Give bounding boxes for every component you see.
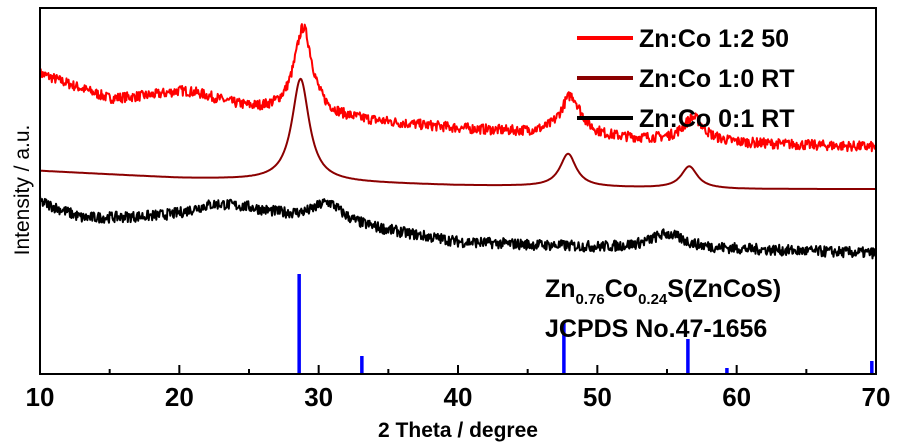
legend-label-1: Zn:Co 1:0 RT [639, 65, 795, 93]
x-axis-ticks [39, 365, 877, 374]
reference-formula: Zn0.76Co0.24S(ZnCoS) [545, 275, 781, 308]
x-tick-label: 40 [444, 382, 473, 412]
legend-label-2: Zn:Co 0:1 RT [639, 105, 795, 133]
legend-label-0: Zn:Co 1:2 50 [639, 25, 789, 53]
legend: Zn:Co 1:2 50 Zn:Co 1:0 RT Zn:Co 0:1 RT [577, 25, 795, 133]
reference-card-label: JCPDS No.47-1656 [545, 315, 767, 343]
series-line-2 [39, 195, 877, 260]
reference-lines [297, 274, 874, 374]
x-tick-label: 50 [583, 382, 612, 412]
x-axis-title: 2 Theta / degree [378, 419, 538, 442]
series-line-1 [39, 77, 877, 190]
y-axis-title: Intensity / a.u. [11, 125, 34, 256]
x-tick-label: 60 [722, 382, 751, 412]
x-tick-label: 70 [862, 382, 891, 412]
x-tick-label: 30 [304, 382, 333, 412]
series-lines [39, 23, 877, 260]
x-tick-label: 10 [26, 382, 55, 412]
x-axis-tick-labels: 10 20 30 40 50 60 70 [26, 382, 891, 412]
reference-annotation: Zn0.76Co0.24S(ZnCoS) JCPDS No.47-1656 [545, 275, 781, 343]
series-line-0 [39, 23, 877, 153]
x-tick-label: 20 [165, 382, 194, 412]
